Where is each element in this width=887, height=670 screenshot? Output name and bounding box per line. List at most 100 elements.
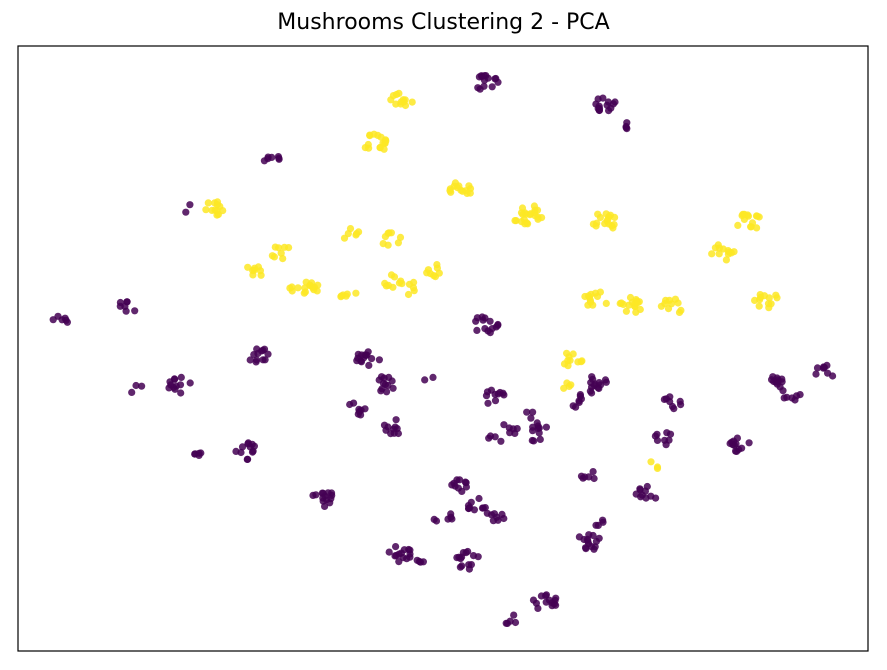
- scatter-point-s1-c14-4: [430, 272, 438, 280]
- scatter-point-s0-c21-1: [576, 392, 585, 400]
- scatter-point-s0-c12-6: [361, 405, 369, 413]
- scatter-point-s0-c10-3: [375, 356, 383, 364]
- scatter-point-s1-c18-10: [593, 292, 602, 300]
- scatter-point-s0-c28-11: [244, 439, 252, 447]
- scatter-point-s0-c5-5: [49, 316, 57, 324]
- scatter-point-s0-c13-2: [392, 416, 400, 424]
- scatter-point-s1-c20-9: [665, 296, 674, 304]
- scatter-point-s0-c26-2: [529, 427, 537, 435]
- scatter-point-s1-c21-6: [756, 293, 765, 302]
- scatter-point-s0-c37-5: [448, 515, 456, 523]
- scatter-point-s0-c0-13: [475, 73, 483, 81]
- scatter-point-s0-c11-11: [384, 381, 392, 390]
- scatter-point-s1-c13-3: [390, 273, 399, 281]
- scatter-point-s0-c35-9: [458, 487, 466, 495]
- scatter-point-s0-c43-11: [465, 565, 473, 573]
- scatter-point-s0-c9-11: [246, 356, 254, 364]
- scatter-point-s0-c3-6: [264, 155, 272, 163]
- scatter-point-s0-c18-6: [588, 389, 596, 397]
- scatter-point-s1-c4-16: [511, 217, 519, 225]
- scatter-point-s0-c8-12: [492, 323, 500, 331]
- scatter-point-s0-c8-13: [478, 313, 486, 321]
- scatter-point-s1-c4-21: [517, 209, 526, 217]
- scatter-point-s1-c15-4: [288, 283, 296, 291]
- scatter-point-s0-c12-7: [350, 399, 358, 407]
- scatter-point-s0-c32-4: [577, 472, 586, 480]
- scatter-point-s0-c33-7: [632, 490, 640, 498]
- scatter-point-s1-c20-8: [671, 295, 680, 303]
- scatter-point-s1-c10-6: [394, 239, 402, 247]
- scatter-point-s0-c8-11: [484, 327, 492, 335]
- scatter-point-s1-c7-8: [722, 256, 731, 264]
- scatter-point-s0-c1-13: [595, 102, 603, 110]
- scatter-point-s0-c47-2: [523, 408, 531, 416]
- scatter-point-s0-c14-11: [170, 375, 179, 383]
- scatter-point-s0-c30-6: [662, 441, 670, 449]
- scatter-point-s1-c21-9: [773, 294, 781, 302]
- chart-title: Mushrooms Clustering 2 - PCA: [277, 10, 610, 35]
- scatter-point-s1-c1-11: [370, 130, 378, 138]
- scatter-point-s0-c39-11: [575, 533, 584, 541]
- scatter-point-s1-c17-4: [398, 280, 406, 288]
- scatter-point-s0-c14-6: [186, 379, 194, 387]
- scatter-point-s1-c24-2: [653, 464, 662, 472]
- scatter-point-s1-c8-6: [275, 244, 283, 252]
- scatter-point-s0-c47-0: [529, 408, 537, 416]
- scatter-point-s0-c18-9: [588, 373, 596, 381]
- scatter-point-s0-c31-9: [732, 440, 740, 448]
- scatter-point-s0-c1-12: [594, 95, 602, 103]
- scatter-point-s0-c0-7: [474, 84, 482, 92]
- scatter-point-s1-c6-1: [734, 221, 742, 229]
- scatter-point-s1-c3-13: [462, 187, 470, 195]
- scatter-point-s0-c40-3: [599, 518, 607, 526]
- scatter-point-s0-c7-0: [131, 307, 139, 315]
- scatter-point-s0-c46-5: [511, 429, 519, 437]
- scatter-point-s0-c25-1: [497, 437, 505, 445]
- scatter-point-s0-c10-13: [363, 351, 371, 359]
- scatter-point-s1-c5-15: [596, 213, 605, 222]
- scatter-point-s0-c24-1: [829, 372, 837, 380]
- scatter-point-s0-c41-13: [395, 558, 403, 566]
- scatter-point-s0-c33-3: [647, 492, 655, 500]
- scatter-point-s0-c41-7: [406, 553, 414, 561]
- scatter-point-s1-c19-13: [617, 299, 626, 307]
- scatter-point-s1-c19-14: [628, 298, 636, 306]
- scatter-point-s0-c15-1: [138, 382, 146, 390]
- scatter-point-s0-c38-7: [493, 513, 501, 521]
- scatter-point-s0-c36-6: [479, 504, 487, 512]
- scatter-point-s0-c13-7: [387, 430, 395, 438]
- scatter-point-s1-c18-5: [602, 299, 610, 307]
- scatter-point-s1-c4-17: [530, 202, 539, 210]
- scatter-point-s1-c8-0: [279, 255, 287, 263]
- scatter-point-s0-c2-3: [623, 119, 631, 127]
- scatter-point-s1-c1-15: [381, 139, 389, 147]
- scatter-point-s0-c34-12: [312, 491, 320, 499]
- scatter-point-s0-c9-9: [253, 356, 261, 364]
- scatter-point-s0-c34-3: [326, 499, 334, 507]
- scatter-point-s1-c17-3: [404, 290, 413, 299]
- scatter-point-s1-c6-13: [752, 212, 761, 220]
- scatter-point-s0-c8-3: [473, 326, 481, 334]
- scatter-point-s0-c39-8: [585, 531, 593, 539]
- scatter-point-s0-c20-6: [668, 402, 677, 411]
- scatter-point-s1-c15-5: [294, 284, 302, 292]
- scatter-point-s0-c33-9: [636, 485, 644, 493]
- scatter-point-s0-c28-1: [238, 443, 247, 451]
- scatter-point-s0-c5-3: [61, 314, 69, 322]
- scatter-point-s0-c22-11: [776, 383, 784, 391]
- scatter-point-s0-c17-9: [494, 390, 502, 398]
- scatter-point-s0-c10-12: [354, 354, 362, 362]
- scatter-point-s0-c9-10: [259, 346, 267, 354]
- plot-frame: [17, 45, 869, 652]
- scatter-point-s0-c15-0: [132, 381, 140, 390]
- scatter-point-s0-c30-7: [653, 436, 662, 444]
- scatter-point-s0-c44-12: [534, 604, 542, 613]
- scatter-point-s0-c4-0: [182, 208, 190, 216]
- scatter-point-s0-c16-1: [421, 376, 429, 384]
- scatter-point-s1-c1-13: [365, 144, 373, 152]
- scatter-point-s0-c14-4: [177, 373, 185, 381]
- scatter-point-s0-c44-9: [529, 596, 538, 604]
- scatter-point-s1-c10-3: [396, 233, 405, 241]
- scatter-point-s0-c9-2: [259, 356, 267, 364]
- scatter-point-s0-c28-9: [232, 447, 240, 455]
